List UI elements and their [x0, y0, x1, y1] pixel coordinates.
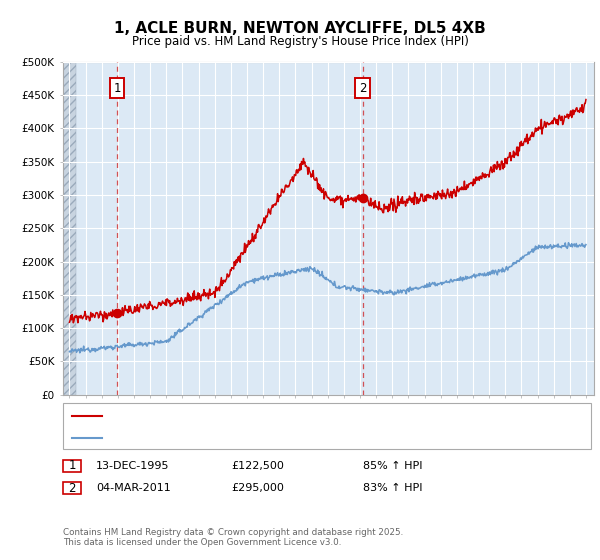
Text: Contains HM Land Registry data © Crown copyright and database right 2025.
This d: Contains HM Land Registry data © Crown c… — [63, 528, 403, 547]
Text: 83% ↑ HPI: 83% ↑ HPI — [363, 483, 422, 493]
Bar — [63, 62, 76, 395]
Text: 2: 2 — [68, 482, 76, 495]
Text: 1: 1 — [113, 82, 121, 95]
Text: HPI: Average price, detached house, County Durham: HPI: Average price, detached house, Coun… — [106, 433, 382, 442]
Text: 2: 2 — [359, 82, 367, 95]
Text: 04-MAR-2011: 04-MAR-2011 — [96, 483, 171, 493]
Text: £122,500: £122,500 — [231, 461, 284, 471]
Text: 85% ↑ HPI: 85% ↑ HPI — [363, 461, 422, 471]
Text: Price paid vs. HM Land Registry's House Price Index (HPI): Price paid vs. HM Land Registry's House … — [131, 35, 469, 48]
Text: 13-DEC-1995: 13-DEC-1995 — [96, 461, 170, 471]
Text: £295,000: £295,000 — [231, 483, 284, 493]
Text: 1: 1 — [68, 459, 76, 473]
Text: 1, ACLE BURN, NEWTON AYCLIFFE, DL5 4XB: 1, ACLE BURN, NEWTON AYCLIFFE, DL5 4XB — [114, 21, 486, 36]
Bar — [63, 62, 76, 395]
Text: 1, ACLE BURN, NEWTON AYCLIFFE, DL5 4XB (detached house): 1, ACLE BURN, NEWTON AYCLIFFE, DL5 4XB (… — [106, 411, 428, 421]
